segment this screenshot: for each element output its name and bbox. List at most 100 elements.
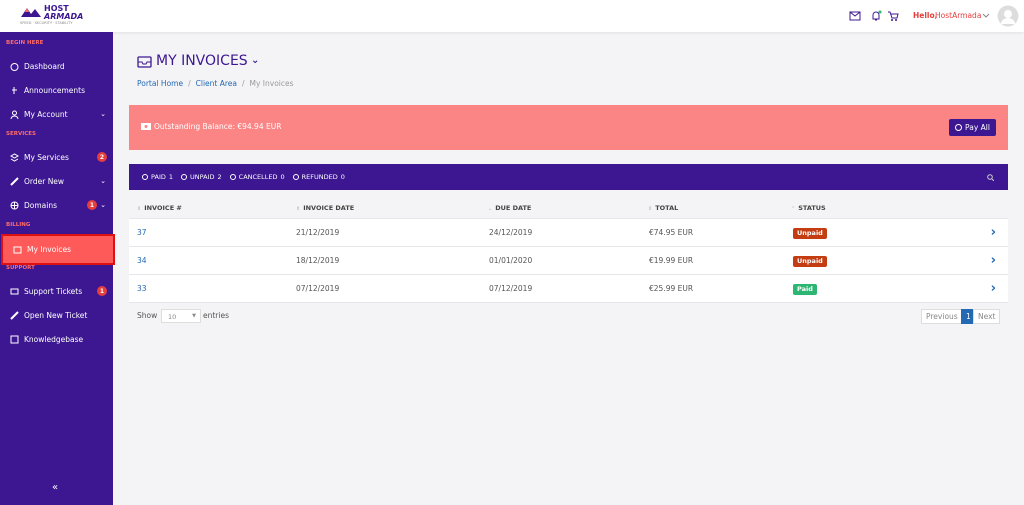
invoice-row[interactable]: 37 21/12/2019 24/12/2019 €74.95 EUR Unpa… [129, 219, 1008, 247]
bell-icon[interactable] [870, 10, 882, 22]
section-heading: SERVICES [6, 131, 37, 137]
column-header[interactable]: ⌃ STATUS [791, 204, 826, 212]
logo-top: HOST [44, 4, 69, 13]
balance-banner: Outstanding Balance: €94.94 EUR Pay All [129, 105, 1008, 150]
nav-item[interactable]: Order New ⌄ [0, 170, 113, 192]
filter-count: 0 [340, 173, 345, 181]
logo[interactable]: HOST ARMADA SPEED · SECURITY · STABILITY [20, 4, 90, 28]
money-icon [141, 123, 151, 130]
icon [13, 246, 22, 254]
breadcrumb-link[interactable]: Client Area [195, 79, 237, 88]
logo-icon [21, 8, 41, 17]
icon [10, 62, 19, 71]
filter[interactable]: REFUNDED 0 [292, 173, 345, 181]
search-icon[interactable] [987, 174, 994, 181]
mail-icon[interactable] [849, 11, 861, 21]
select-arrow: ▼ [192, 313, 196, 319]
due-date: 07/12/2019 [489, 284, 533, 293]
due-date: 01/01/2020 [489, 256, 533, 265]
row-arrow[interactable]: › [990, 281, 996, 296]
invoice-date: 18/12/2019 [296, 256, 340, 265]
filter[interactable]: PAID 1 [142, 173, 173, 181]
nav-label: Order New [24, 176, 65, 186]
sidebar: BEGIN HERE Dashboard Announcements My Ac… [0, 32, 115, 505]
column-header[interactable]: ⇕ INVOICE # [137, 204, 182, 212]
nav-label: My Account [24, 109, 68, 119]
check-icon [955, 124, 963, 131]
page-size-select[interactable]: 10 ▼ [161, 309, 201, 323]
nav-item[interactable]: Announcements [0, 79, 113, 101]
breadcrumb-link[interactable]: Portal Home [137, 79, 184, 88]
nav-label: Support Tickets [24, 286, 83, 296]
icon [10, 335, 19, 343]
next-button[interactable]: Next [973, 309, 1001, 324]
column-header[interactable]: ⌄ DUE DATE [488, 204, 532, 212]
filter-label: PAID [151, 173, 166, 181]
invoice-number[interactable]: 34 [137, 256, 147, 265]
page-title: MY INVOICES [156, 53, 248, 69]
logo-tagline: SPEED · SECURITY · STABILITY [20, 21, 73, 25]
separator: / [241, 79, 245, 88]
filter-label: REFUNDED [301, 173, 338, 181]
chevron: ⌄ [100, 110, 106, 118]
nav-label: Domains [24, 200, 58, 210]
table-header: ⇕ INVOICE # ⇕ INVOICE DATE ⌄ DUE DATE ⇕ TOTA… [129, 197, 1008, 219]
icon [12, 86, 17, 94]
icon [10, 288, 19, 294]
status-badge: Unpaid [793, 228, 827, 239]
row-arrow[interactable]: › [990, 253, 996, 268]
column-label: INVOICE DATE [303, 204, 355, 212]
filter[interactable]: UNPAID 2 [181, 173, 222, 181]
nav-item[interactable]: My Services 2 [0, 146, 113, 168]
nav-item-active[interactable]: My Invoices [1, 234, 115, 265]
nav-item[interactable]: My Account ⌄ [0, 103, 113, 125]
invoice-date: 21/12/2019 [296, 228, 340, 237]
avatar[interactable] [997, 5, 1019, 27]
cart-icon[interactable] [887, 11, 899, 22]
icon [10, 110, 19, 119]
icon [10, 310, 19, 320]
radio [181, 174, 188, 180]
column-label: TOTAL [655, 204, 679, 212]
nav-label: Dashboard [24, 61, 65, 71]
logo-bottom: ARMADA [44, 12, 84, 21]
page-size: 10 [168, 313, 177, 321]
nav-item[interactable]: Open New Ticket [0, 304, 113, 326]
nav-item[interactable]: Domains 1 ⌄ [0, 194, 113, 216]
invoice-date: 07/12/2019 [296, 284, 340, 293]
badge: 1 [87, 200, 97, 210]
nav-item[interactable]: Support Tickets 1 [0, 280, 113, 302]
user-name[interactable]: HostArmada [935, 11, 982, 20]
invoice-number[interactable]: 33 [137, 284, 147, 293]
icon [10, 152, 19, 162]
total: €19.99 EUR [649, 256, 694, 265]
nav-item[interactable]: Dashboard [0, 55, 113, 77]
balance-text: Outstanding Balance: €94.94 EUR [154, 122, 282, 131]
row-arrow[interactable]: › [990, 225, 996, 240]
invoice-row[interactable]: 33 07/12/2019 07/12/2019 €25.99 EUR Paid… [129, 275, 1008, 303]
invoice-number[interactable]: 37 [137, 228, 147, 237]
previous-button[interactable]: Previous [921, 309, 963, 324]
chevron: ⌄ [100, 177, 106, 185]
nav-label: Knowledgebase [24, 334, 84, 344]
user-chevron[interactable] [982, 13, 990, 19]
invoice-row[interactable]: 34 18/12/2019 01/01/2020 €19.99 EUR Unpa… [129, 247, 1008, 275]
filter[interactable]: CANCELLED 0 [229, 173, 285, 181]
collapse-button[interactable]: « [52, 482, 59, 493]
total: €25.99 EUR [649, 284, 694, 293]
title-chevron[interactable]: ⌄ [251, 55, 260, 66]
greeting: Hello, [913, 11, 938, 20]
nav-label: Open New Ticket [24, 310, 88, 320]
column-header[interactable]: ⇕ TOTAL [648, 204, 679, 212]
pay-all-button[interactable]: Pay All [949, 119, 996, 136]
nav-item[interactable]: Knowledgebase [0, 328, 113, 350]
icon [10, 176, 19, 186]
column-label: INVOICE # [144, 204, 182, 212]
nav-label: My Services [24, 152, 69, 162]
radio [292, 174, 299, 180]
show-label: Show [137, 311, 158, 320]
radio [229, 174, 236, 180]
button-label: Pay All [965, 123, 990, 132]
column-header[interactable]: ⇕ INVOICE DATE [296, 204, 355, 212]
